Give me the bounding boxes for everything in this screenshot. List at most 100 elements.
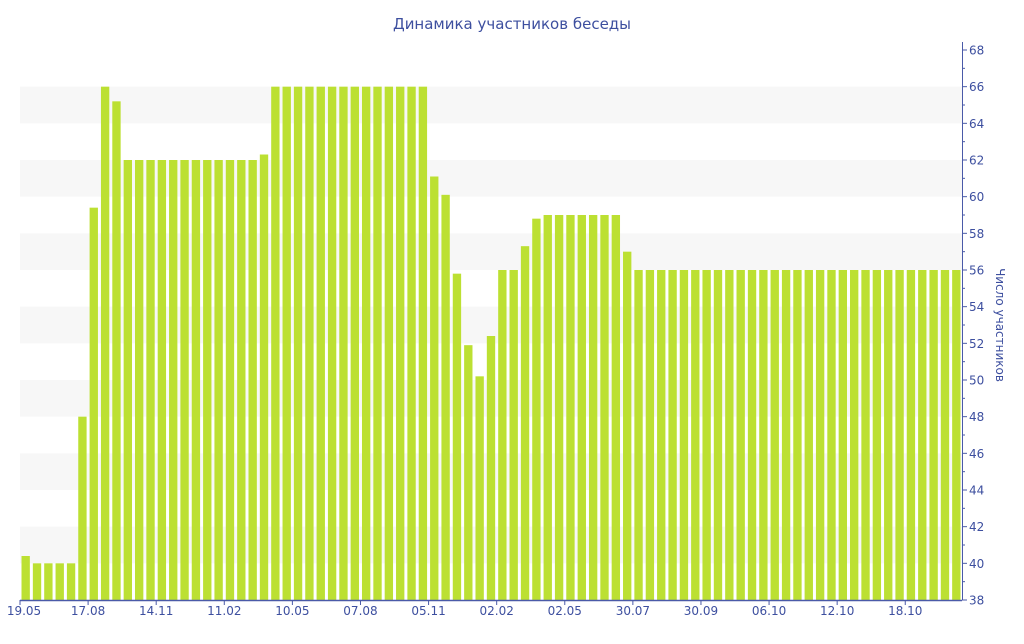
x-tick-label: 30.09 [684,604,718,618]
bar [55,563,64,600]
bar [736,270,745,600]
bar [634,270,643,600]
x-tick-label: 30.07 [616,604,650,618]
bar [464,345,473,600]
bar [679,270,689,600]
x-tick-label: 12.10 [820,604,854,618]
y-tick-label: 40 [969,557,984,571]
bar [350,86,359,600]
bar [702,270,711,600]
x-tick-label: 07.08 [343,604,377,618]
bar [157,160,167,600]
bar [498,270,507,600]
bar [339,86,348,600]
bar [89,207,98,600]
y-tick-label: 64 [969,117,984,131]
y-axis-label: Число участников [993,268,1007,382]
bar [827,270,836,600]
bar [169,160,178,600]
bar [918,270,927,600]
x-tick-label: 18.10 [888,604,922,618]
bar [293,86,303,600]
bar [237,160,246,600]
bar [668,270,677,600]
y-tick-label: 50 [969,374,984,388]
bar [600,215,609,600]
x-tick-label: 02.02 [479,604,513,618]
y-tick-label: 66 [969,80,984,94]
bar [21,556,30,600]
bar [486,336,496,600]
bar [112,101,121,600]
bar [407,86,416,600]
bar [180,160,189,600]
bar [952,270,961,600]
bar [861,270,870,600]
bar [100,86,110,600]
y-tick-label: 42 [969,520,984,534]
y-tick-label: 68 [969,44,984,58]
x-tick-label: 05.11 [411,604,445,618]
bar [259,154,269,600]
bar [770,270,779,600]
bar [884,270,893,600]
grid-band [20,86,962,124]
bar [134,160,144,600]
bar [305,86,314,600]
bar [804,270,813,600]
bar [418,86,428,600]
x-tick-label: 06.10 [752,604,786,618]
bar [588,215,598,600]
bar [895,270,904,600]
bar [543,215,552,600]
y-tick-label: 46 [969,447,984,461]
bar [850,270,859,600]
y-tick-label: 54 [969,300,984,314]
bar [611,215,621,600]
bar [940,270,950,600]
y-tick-label: 48 [969,410,984,424]
bar [691,270,700,600]
x-tick-label: 17.08 [71,604,105,618]
bar [747,270,757,600]
bar [713,270,723,600]
bar [759,270,768,600]
bar [203,160,212,600]
y-tick-label: 44 [969,484,984,498]
bar [815,270,825,600]
bar [475,376,484,600]
y-tick-label: 52 [969,337,984,351]
bar [373,86,382,600]
bar [452,273,462,600]
x-tick-label: 14.11 [139,604,173,618]
bar [657,270,666,600]
bar [384,86,394,600]
bar [248,160,257,600]
bar [509,270,518,600]
bar [44,563,53,600]
bar [225,160,235,600]
bar [271,86,280,600]
bar [316,86,325,600]
bar [361,86,371,600]
bar [327,86,337,600]
bar [554,215,564,600]
bar [645,270,655,600]
y-tick-label: 60 [969,190,984,204]
bar [781,270,791,600]
bar [838,270,848,600]
bar [906,270,916,600]
bar [577,215,586,600]
x-tick-label: 10.05 [275,604,309,618]
bar [929,270,938,600]
y-tick-label: 56 [969,264,984,278]
bar [32,563,42,600]
x-tick-label: 02.05 [548,604,582,618]
y-tick-label: 38 [969,594,984,608]
y-tick-label: 62 [969,154,984,168]
x-tick-label: 19.05 [7,604,41,618]
x-tick-label: 11.02 [207,604,241,618]
bar [793,270,802,600]
y-tick-label: 58 [969,227,984,241]
